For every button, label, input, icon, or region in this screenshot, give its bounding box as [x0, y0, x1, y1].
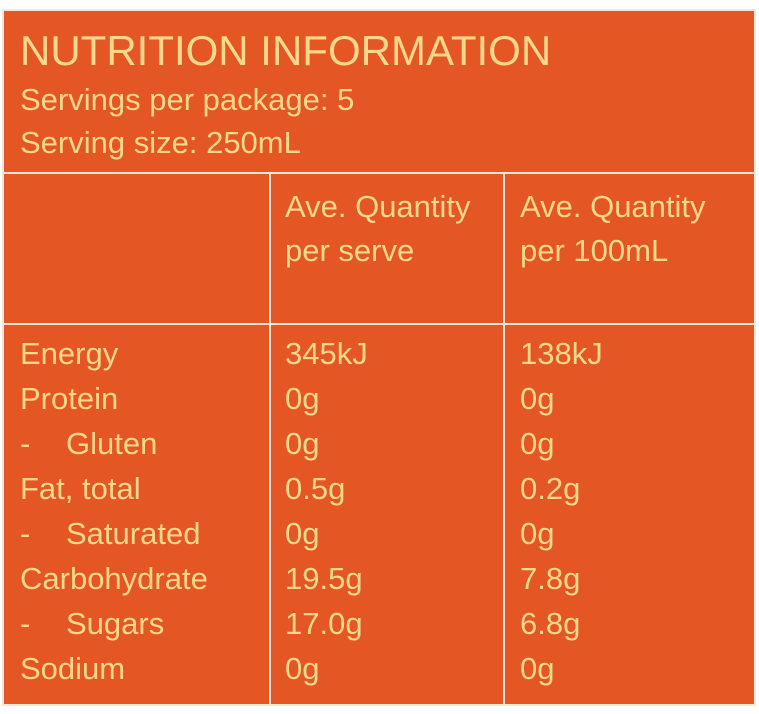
cell-per100: 138kJ [520, 336, 603, 371]
cell-serve: 0g [285, 516, 320, 551]
row-label: Energy [20, 336, 119, 371]
cell-serve: 345kJ [285, 336, 368, 371]
serving-size: Serving size: 250mL [20, 125, 301, 160]
row-label: Carbohydrate [20, 561, 208, 596]
servings: Servings per package: 5 [20, 82, 355, 117]
row-prefix: - [20, 606, 31, 641]
column-header: Ave. Quantity per serve [285, 189, 471, 268]
divider [4, 323, 754, 325]
row-prefix: - [20, 426, 31, 461]
cell-serve: 0g [285, 426, 320, 461]
row-label: Sugars [66, 606, 165, 641]
cell-per100: 0.2g [520, 471, 581, 506]
cell-serve: 0g [285, 651, 320, 686]
row-label: Saturated [66, 516, 201, 551]
divider [269, 172, 271, 704]
row-label: Fat, total [20, 471, 141, 506]
cell-per100: 0g [520, 426, 555, 461]
nutrition-panel: NUTRITION INFORMATION Servings per packa… [2, 9, 756, 706]
row-prefix: - [20, 516, 31, 551]
cell-per100: 0g [520, 516, 555, 551]
divider [503, 172, 505, 704]
column-header: Ave. Quantity per 100mL [520, 189, 706, 268]
title: NUTRITION INFORMATION [20, 27, 552, 74]
row-label: Protein [20, 381, 119, 416]
cell-per100: 7.8g [520, 561, 581, 596]
cell-per100: 0g [520, 381, 555, 416]
row-label: Sodium [20, 651, 126, 686]
cell-per100: 0g [520, 651, 555, 686]
cell-serve: 19.5g [285, 561, 363, 596]
cell-serve: 0.5g [285, 471, 346, 506]
cell-per100: 6.8g [520, 606, 581, 641]
cell-serve: 17.0g [285, 606, 363, 641]
row-label: Gluten [66, 426, 158, 461]
divider [4, 172, 754, 174]
cell-serve: 0g [285, 381, 320, 416]
